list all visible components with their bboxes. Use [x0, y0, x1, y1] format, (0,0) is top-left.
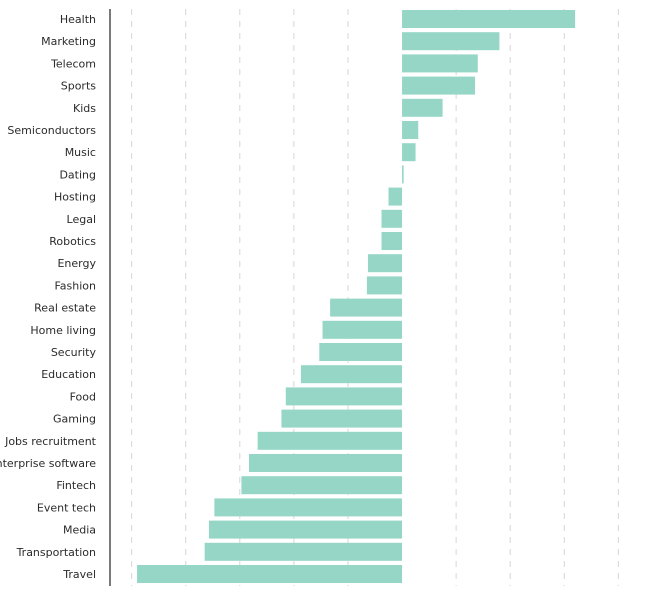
bar-11 [367, 254, 403, 273]
bar-23 [208, 520, 403, 539]
category-label-1: Marketing [41, 35, 96, 48]
category-label-18: Gaming [53, 413, 96, 426]
bar-20 [248, 454, 403, 472]
category-label-15: Security [51, 346, 97, 359]
category-label-14: Home living [30, 324, 96, 337]
bar-2 [402, 54, 478, 73]
category-label-5: Semiconductors [7, 124, 96, 137]
bar-4 [402, 98, 443, 117]
bar-14 [322, 320, 403, 339]
category-label-4: Kids [73, 102, 96, 115]
category-label-17: Food [70, 390, 96, 403]
bar-3 [402, 76, 476, 95]
category-label-11: Energy [57, 257, 96, 270]
category-label-9: Legal [67, 213, 96, 226]
bar-5 [402, 121, 419, 139]
bar-12 [366, 276, 403, 295]
category-label-10: Robotics [49, 235, 96, 248]
bar-15 [319, 343, 403, 361]
category-label-21: Fintech [56, 479, 96, 492]
category-label-13: Real estate [34, 302, 96, 315]
bars [137, 10, 576, 583]
category-label-22: Event tech [37, 501, 96, 514]
category-label-7: Dating [59, 168, 96, 181]
category-label-16: Education [41, 368, 96, 381]
category-label-12: Fashion [54, 279, 96, 292]
category-label-2: Telecom [50, 57, 96, 70]
bar-10 [381, 232, 403, 250]
bar-6 [402, 143, 416, 162]
gridlines [131, 9, 619, 586]
bar-8 [388, 187, 403, 206]
category-label-6: Music [65, 146, 96, 159]
bar-7 [402, 165, 404, 184]
bar-0 [402, 10, 576, 28]
category-labels: Health Marketing Telecom Sports Kids Semicond… [0, 13, 97, 581]
bar-9 [381, 209, 403, 228]
category-label-0: Health [60, 13, 96, 26]
bar-19 [257, 431, 403, 450]
category-label-8: Hosting [54, 191, 96, 204]
category-label-20: Enterprise software [0, 457, 96, 470]
category-label-25: Travel [62, 568, 96, 581]
bar-13 [330, 298, 403, 317]
bar-1 [402, 32, 500, 51]
bar-24 [204, 542, 403, 561]
category-label-24: Transportation [16, 546, 96, 559]
bar-25 [137, 565, 403, 583]
category-label-19: Jobs recruitment [4, 435, 97, 448]
category-label-23: Media [63, 524, 96, 537]
bar-18 [281, 409, 403, 428]
bar-16 [300, 365, 403, 384]
bar-22 [214, 498, 403, 517]
category-label-3: Sports [61, 80, 97, 93]
bar-17 [285, 387, 403, 406]
bar-21 [241, 476, 403, 495]
